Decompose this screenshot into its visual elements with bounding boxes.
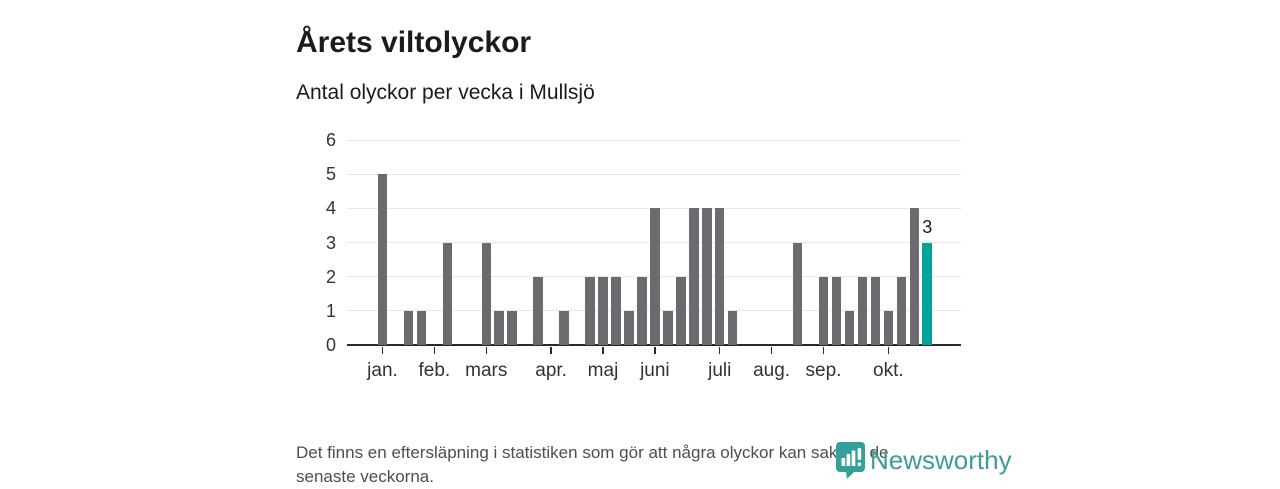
chart-subtitle: Antal olyckor per vecka i Mullsjö — [296, 81, 595, 104]
plot-area: 3 — [347, 139, 961, 354]
y-axis-label: 5 — [325, 164, 336, 185]
y-axis-label: 4 — [325, 198, 336, 219]
x-axis-tick — [550, 347, 552, 354]
chart-title: Årets viltolyckor — [296, 26, 532, 60]
x-axis-label-juli: juli — [708, 360, 732, 381]
bar-week-22 — [650, 208, 660, 345]
newsworthy-pin-icon — [836, 442, 865, 479]
bar-week-15 — [559, 310, 569, 345]
x-axis-label-juni: juni — [640, 360, 670, 381]
newsworthy-logo: Newsworthy — [835, 441, 1012, 479]
bar-week-23 — [663, 310, 673, 345]
bar-week-40 — [883, 310, 894, 345]
x-axis-tick — [485, 347, 487, 354]
x-axis-label-aug: aug. — [753, 360, 791, 381]
x-axis-tick — [770, 347, 773, 354]
bar-week-38 — [857, 276, 868, 345]
bar-week-42 — [909, 208, 920, 345]
gridline — [347, 173, 961, 175]
bar-week-41 — [896, 276, 907, 345]
bar-week-6 — [442, 242, 453, 345]
bar-week-26 — [702, 208, 712, 345]
x-axis-label-maj: maj — [587, 360, 619, 381]
bar-value-label: 3 — [922, 216, 933, 237]
x-axis-label-okt: okt. — [873, 360, 904, 381]
gridline — [347, 139, 961, 141]
bar-week-28 — [727, 310, 738, 345]
y-axis-label: 2 — [325, 266, 336, 287]
bar-week-4 — [416, 310, 427, 345]
bar-week-39 — [870, 276, 881, 345]
x-axis-tick — [718, 347, 721, 354]
y-axis-label: 3 — [325, 232, 336, 253]
bar-week-27 — [714, 208, 725, 345]
bar-week-24 — [676, 276, 686, 345]
bar-week-35 — [818, 276, 829, 345]
y-axis-label: 1 — [325, 300, 336, 321]
bar-week-25 — [689, 208, 699, 345]
x-axis-tick — [433, 347, 436, 354]
y-axis-label: 0 — [325, 335, 336, 355]
x-axis-tick — [381, 347, 384, 354]
x-axis-tick — [602, 347, 604, 354]
bar-week-11 — [507, 310, 517, 345]
bar-week-10 — [494, 310, 504, 345]
bar-week-33 — [792, 242, 803, 345]
x-axis-label-jan: jan. — [367, 360, 398, 381]
x-axis-label-sep: sep. — [805, 360, 842, 381]
bar-week-17 — [585, 276, 595, 345]
x-axis-tick — [654, 347, 656, 354]
x-axis-label-feb: feb. — [418, 360, 451, 381]
bar-week-18 — [598, 276, 608, 345]
bar-week-13 — [533, 276, 543, 345]
x-axis-tick — [887, 347, 890, 354]
newsworthy-wordmark: Newsworthy — [870, 444, 1012, 475]
bar-week-1 — [377, 174, 388, 345]
footnote-line-1: Det finns en eftersläpning i statistiken… — [296, 443, 889, 462]
bar-week-20 — [624, 310, 634, 345]
bar-week-21 — [637, 276, 647, 345]
bar-week-3 — [403, 310, 414, 345]
bar-week-36 — [831, 276, 842, 345]
highlighted-bar — [922, 242, 932, 345]
bar-week-9 — [481, 242, 491, 345]
x-axis-tick — [822, 347, 825, 354]
bar-week-19 — [611, 276, 621, 345]
x-axis-label-mars: mars — [465, 360, 508, 381]
x-axis-label-apr: apr. — [535, 360, 567, 381]
bar-week-37 — [844, 310, 855, 345]
y-axis-label: 6 — [325, 130, 336, 150]
